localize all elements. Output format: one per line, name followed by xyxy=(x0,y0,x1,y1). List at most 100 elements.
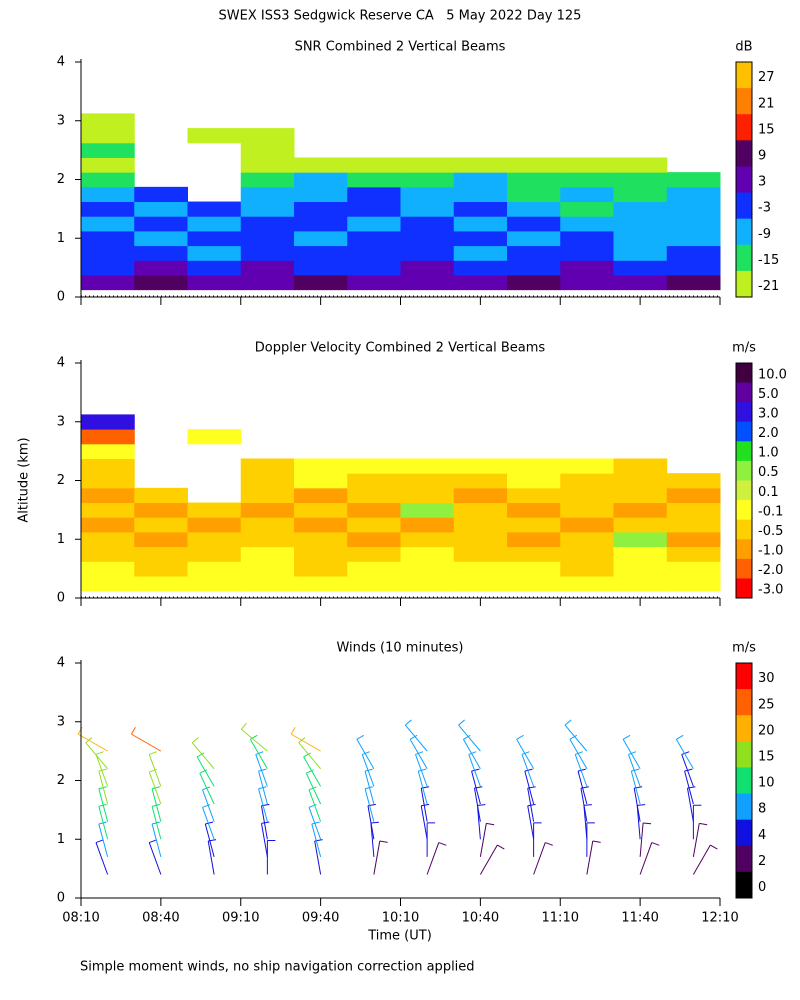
barb-part xyxy=(98,803,107,807)
colorbar-segment xyxy=(736,480,752,501)
heat-cell xyxy=(294,546,348,562)
heat-cell xyxy=(400,274,455,291)
heat-cell xyxy=(240,142,295,158)
heat-cell xyxy=(560,230,614,247)
heat-cell xyxy=(187,201,242,217)
heat-cell xyxy=(613,216,668,232)
heat-cell xyxy=(81,443,135,459)
heat-cell xyxy=(560,473,614,489)
heat-cell xyxy=(400,473,455,489)
wind-barb xyxy=(364,786,375,822)
heat-cell xyxy=(613,546,668,562)
barb-part xyxy=(409,734,418,740)
heat-cell xyxy=(507,473,561,489)
wind-barb xyxy=(516,734,535,769)
barb-part xyxy=(527,805,535,840)
barb-part xyxy=(303,756,322,787)
heat-cell xyxy=(240,473,295,489)
heat-cell xyxy=(666,517,721,533)
colorbar-segment xyxy=(736,793,752,821)
wind-barb xyxy=(260,821,270,857)
wind-barb xyxy=(196,752,215,787)
wind-barb xyxy=(692,822,708,857)
colorbar-label: 2 xyxy=(758,854,766,869)
heat-cell xyxy=(453,487,508,504)
barb-part xyxy=(373,840,381,875)
wind-barb xyxy=(564,719,588,752)
colorbar-label: -3.0 xyxy=(758,583,783,598)
wind-barb xyxy=(305,769,322,805)
heat-cell xyxy=(187,546,242,562)
y-tick-label: 0 xyxy=(57,591,65,606)
barb-part xyxy=(676,734,684,740)
heat-cell xyxy=(187,561,242,577)
heat-cell xyxy=(400,546,455,562)
colorbar-segment xyxy=(736,88,752,115)
barb-part xyxy=(564,724,588,752)
barb-part xyxy=(462,739,481,769)
heat-cell xyxy=(560,274,614,291)
heat-cell xyxy=(347,230,401,247)
barb-part xyxy=(516,739,535,769)
barb-part xyxy=(151,806,162,840)
wind-barb xyxy=(130,726,162,752)
heat-cell xyxy=(240,128,295,144)
colorbar-label: -0.5 xyxy=(758,524,783,539)
wind-barb xyxy=(420,803,430,840)
barb-part xyxy=(241,728,268,752)
wind-barb xyxy=(524,768,535,805)
barb-part xyxy=(438,842,447,846)
barb-part xyxy=(151,821,160,825)
barb-part xyxy=(471,768,480,772)
barb-part xyxy=(415,754,428,787)
heat-cell xyxy=(507,458,561,474)
heat-cell xyxy=(294,245,348,261)
y-tick-label: 1 xyxy=(57,231,65,246)
barb-part xyxy=(379,840,388,843)
heat-cell xyxy=(560,502,614,518)
heat-cell xyxy=(294,531,348,548)
barb-part xyxy=(130,726,136,735)
heat-cell xyxy=(240,487,295,504)
wind-barb xyxy=(258,768,268,805)
barb-part xyxy=(574,754,588,787)
barb-part xyxy=(527,803,536,807)
heat-cell xyxy=(507,260,561,276)
heat-cell xyxy=(453,517,508,533)
colorbar-label: 2.0 xyxy=(758,426,779,441)
colorbar-segment xyxy=(736,192,752,220)
barb-part xyxy=(370,821,379,824)
barb-part xyxy=(98,788,109,822)
barb-part xyxy=(622,739,641,769)
colorbar-segment xyxy=(736,62,752,89)
y-tick-label: 4 xyxy=(57,656,65,671)
heat-cell xyxy=(294,575,348,592)
y-tick-label: 3 xyxy=(57,113,65,128)
heat-cell xyxy=(81,186,135,203)
heat-cell xyxy=(294,230,348,247)
heat-cell xyxy=(560,186,614,203)
heat-cell xyxy=(560,201,614,217)
heat-cell xyxy=(134,216,188,232)
wind-barb xyxy=(586,840,601,875)
barb-part xyxy=(148,771,162,805)
heat-cell xyxy=(294,157,348,173)
heat-cell xyxy=(240,186,295,203)
barb-part xyxy=(240,722,247,730)
wind-barb xyxy=(681,751,694,787)
heat-cell xyxy=(294,274,348,291)
wind-barb xyxy=(675,734,694,769)
colorbar-title: dB xyxy=(735,40,752,55)
heat-cell xyxy=(187,531,242,548)
colorbar-label: 27 xyxy=(758,70,775,85)
wind-barb xyxy=(409,734,428,769)
heat-cell xyxy=(666,260,721,276)
y-tick-label: 2 xyxy=(57,172,65,187)
barb-part xyxy=(148,842,162,875)
colorbar-segment xyxy=(736,767,752,795)
barb-part xyxy=(95,754,109,787)
wind-barb xyxy=(476,804,486,840)
barb-part xyxy=(149,768,157,773)
barb-part xyxy=(420,788,428,822)
barb-part xyxy=(364,771,375,805)
